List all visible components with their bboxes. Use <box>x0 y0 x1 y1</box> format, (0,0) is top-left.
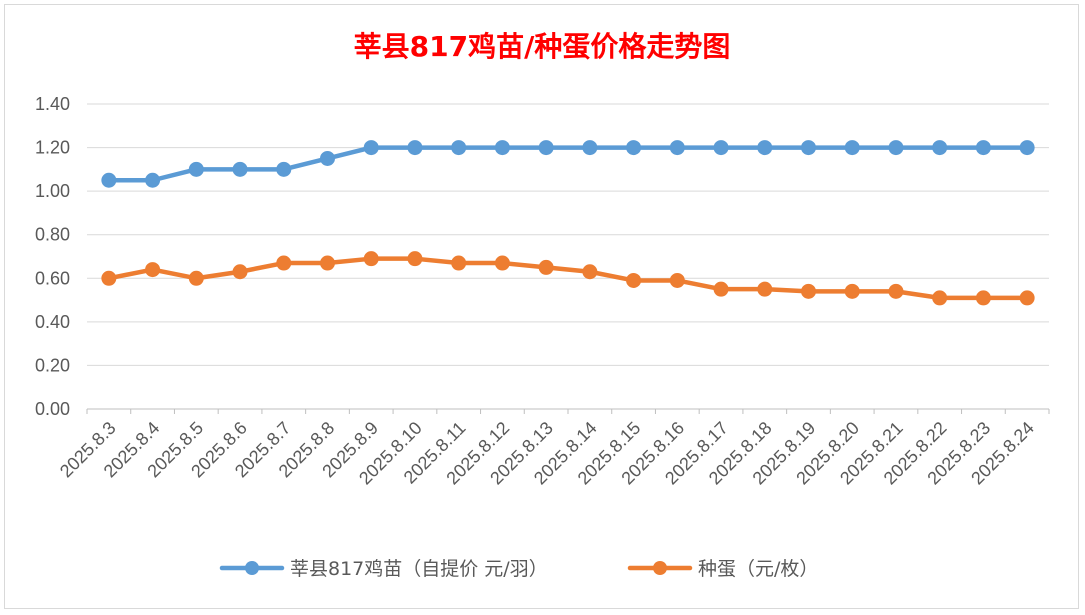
data-point <box>101 172 117 188</box>
y-axis: 0.00 0.20 0.40 0.60 0.80 1.00 1.20 1.40 <box>35 94 70 419</box>
data-point <box>101 270 117 286</box>
data-point <box>363 140 379 156</box>
data-point <box>494 140 510 156</box>
data-point <box>932 290 948 306</box>
series-2 <box>101 251 1035 306</box>
legend-marker <box>653 561 667 575</box>
data-point <box>932 140 948 156</box>
y-tick-label: 1.40 <box>35 94 70 114</box>
data-point <box>538 259 554 275</box>
data-point <box>451 140 467 156</box>
x-axis: 2025.8.32025.8.42025.8.52025.8.62025.8.7… <box>56 409 1050 488</box>
y-tick-label: 0.60 <box>35 268 70 288</box>
series-1 <box>101 140 1035 188</box>
legend-label: 种蛋（元/枚） <box>698 558 818 580</box>
y-tick-label: 0.00 <box>35 399 70 419</box>
data-point <box>626 272 642 288</box>
data-point <box>669 140 685 156</box>
data-point <box>975 140 991 156</box>
data-point <box>713 140 729 156</box>
data-point <box>145 262 161 278</box>
data-point <box>669 272 685 288</box>
data-point <box>276 161 292 177</box>
data-point <box>757 140 773 156</box>
series-line <box>106 145 1030 183</box>
data-point <box>713 281 729 297</box>
data-point <box>276 255 292 271</box>
data-point <box>407 140 423 156</box>
y-tick-label: 1.00 <box>35 181 70 201</box>
data-point <box>407 251 423 267</box>
data-point <box>582 264 598 280</box>
y-tick-label: 0.40 <box>35 312 70 332</box>
chart-title: 莘县817鸡苗/种蛋价格走势图 <box>354 30 731 63</box>
data-point <box>582 140 598 156</box>
data-point <box>757 281 773 297</box>
data-point <box>320 255 335 271</box>
series-line <box>106 256 1030 301</box>
data-point <box>975 290 991 306</box>
data-point <box>538 140 554 156</box>
legend: 莘县817鸡苗（自提价 元/羽） 种蛋（元/枚） <box>219 558 818 580</box>
data-point <box>494 255 510 271</box>
data-point <box>232 264 248 280</box>
chart-frame <box>4 4 1079 609</box>
y-tick-label: 1.20 <box>35 138 70 158</box>
data-point <box>188 161 204 177</box>
data-point <box>320 150 335 166</box>
data-point <box>232 161 248 177</box>
series-group <box>101 140 1035 306</box>
y-tick-label: 0.80 <box>35 225 70 245</box>
data-point <box>888 140 904 156</box>
data-point <box>888 283 904 299</box>
legend-label: 莘县817鸡苗（自提价 元/羽） <box>290 558 548 580</box>
data-point <box>801 283 816 299</box>
data-point <box>626 140 642 156</box>
data-point <box>844 140 860 156</box>
data-point <box>451 255 467 271</box>
data-point <box>1019 290 1035 306</box>
data-point <box>1019 140 1035 156</box>
data-point <box>145 172 161 188</box>
data-point <box>844 283 860 299</box>
data-point <box>801 140 816 156</box>
y-tick-label: 0.20 <box>35 355 70 375</box>
legend-marker <box>245 561 259 575</box>
data-point <box>363 251 379 267</box>
data-point <box>188 270 204 286</box>
